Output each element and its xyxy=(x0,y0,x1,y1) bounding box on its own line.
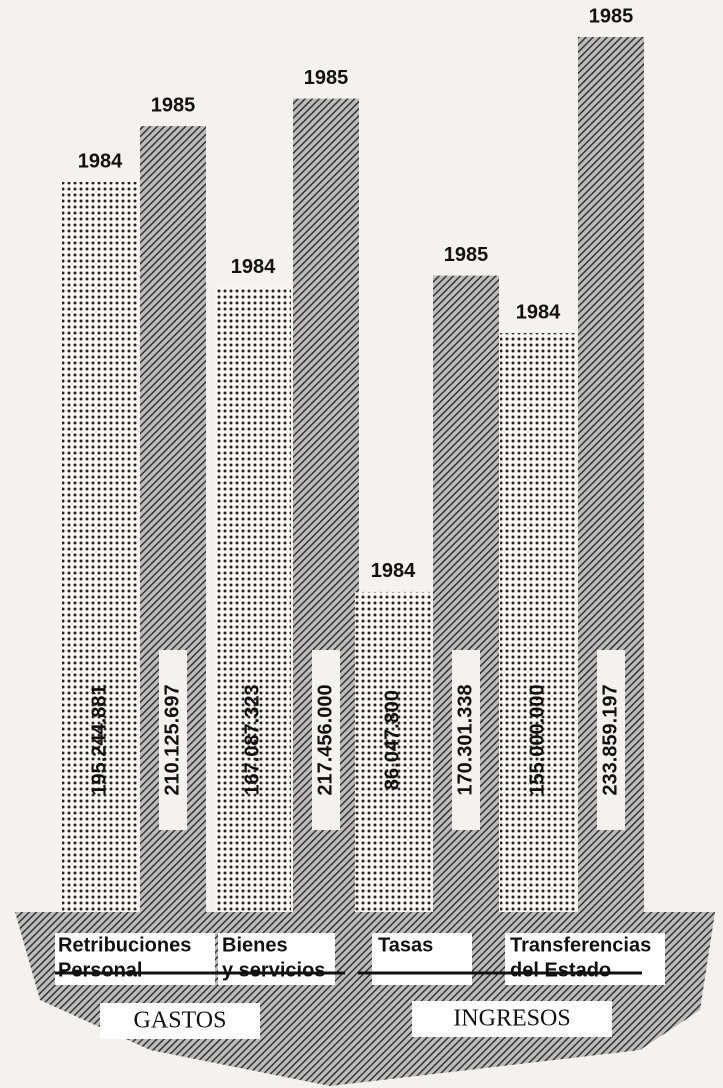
page: 1984 195.244.881 1985 210.125.697 1984 167.08… xyxy=(0,0,723,1088)
value-label: 210.125.697 xyxy=(161,684,183,795)
category-label: del Estado xyxy=(510,959,611,981)
category-label: Personal xyxy=(58,959,142,981)
category-label: Tasas xyxy=(378,934,433,956)
series-label: 1985 xyxy=(151,94,196,116)
value-label: 217.456.000 xyxy=(314,684,336,795)
series-label: 1984 xyxy=(78,150,123,172)
value-label: 86.047.800 xyxy=(381,690,403,790)
series-label: 1985 xyxy=(444,244,489,266)
group-label: GASTOS xyxy=(134,1008,227,1034)
group-label: INGRESOS xyxy=(453,1006,570,1032)
bar xyxy=(215,288,291,915)
category-label: Bienes xyxy=(222,934,288,956)
value-label: 233.859.197 xyxy=(599,684,621,795)
series-label: 1985 xyxy=(304,67,349,89)
chart: 1984 195.244.881 1985 210.125.697 1984 167.08… xyxy=(0,0,723,1088)
series-label: 1984 xyxy=(516,301,561,323)
value-label: 167.087.323 xyxy=(241,684,263,795)
series-label: 1984 xyxy=(371,560,416,582)
value-label: 195.244.881 xyxy=(88,684,110,795)
value-label: 170.301.338 xyxy=(454,684,476,795)
category-label: Transferencias xyxy=(510,934,651,956)
series-label: 1985 xyxy=(589,5,634,27)
category-label: y servicios xyxy=(222,959,325,981)
bar xyxy=(62,182,138,915)
series-label: 1984 xyxy=(231,256,276,278)
category-label: Retribuciones xyxy=(58,934,191,956)
bar xyxy=(500,333,576,915)
value-label: 155.000.000 xyxy=(526,684,548,795)
